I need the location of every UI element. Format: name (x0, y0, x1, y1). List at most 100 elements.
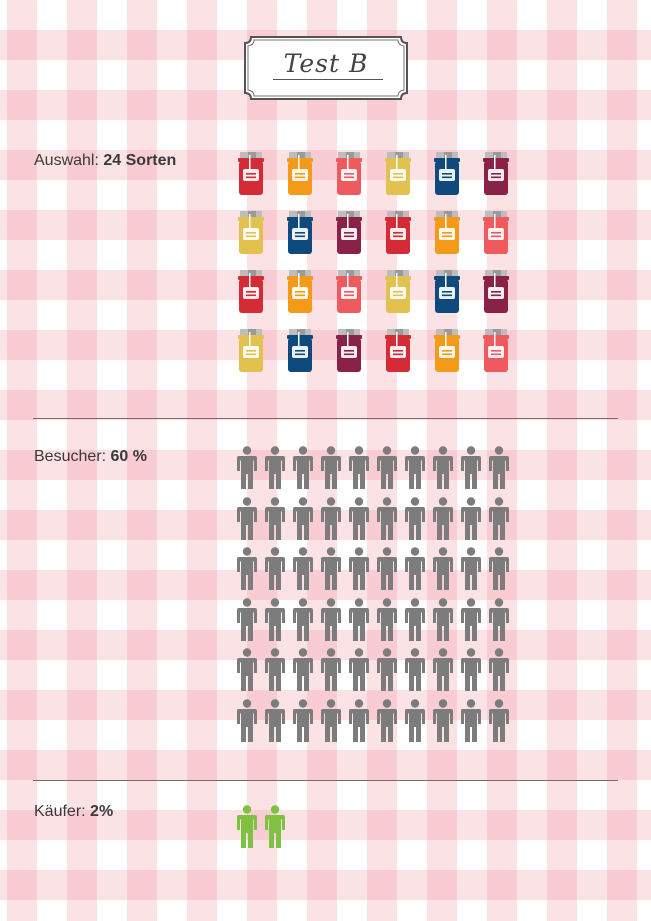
buyers-label-value: 2% (90, 803, 114, 820)
person-icon (488, 648, 510, 697)
person-icon (236, 496, 258, 546)
person-icon (348, 597, 370, 647)
person-icon (488, 698, 510, 748)
person-icon (348, 648, 370, 697)
person-icon (460, 496, 482, 546)
jam-jar-icon (382, 270, 414, 321)
jam-jar-icon (480, 211, 512, 262)
person-icon (432, 446, 454, 495)
jam-jar-icon (431, 152, 463, 203)
person-icon (348, 698, 370, 748)
person-icon (236, 597, 258, 647)
person-icon (320, 597, 342, 647)
person-icon (376, 648, 398, 697)
person-icon (460, 597, 482, 647)
person-icon (264, 597, 286, 647)
person-icon (488, 496, 510, 546)
person-icon (320, 496, 342, 546)
person-icon (432, 547, 454, 596)
person-icon (292, 597, 314, 647)
jam-jar-icon (284, 270, 316, 321)
person-icon (376, 698, 398, 748)
person-icon (320, 648, 342, 697)
divider-1 (33, 418, 618, 419)
person-icon (264, 547, 286, 596)
person-icon (432, 597, 454, 647)
person-icon (236, 547, 258, 596)
person-icon (404, 698, 426, 748)
title-underline (273, 79, 383, 80)
selection-label-prefix: Auswahl: (34, 152, 99, 169)
selection-label: Auswahl: 24 Sorten (34, 152, 176, 170)
visitors-label: Besucher: 60 % (34, 448, 147, 466)
person-icon (292, 648, 314, 697)
person-icon (432, 496, 454, 546)
person-icon (376, 496, 398, 546)
person-icon (264, 446, 286, 495)
page-title: Test B (283, 49, 369, 78)
person-icon (292, 496, 314, 546)
person-icon (292, 446, 314, 495)
jam-jar-icon (431, 270, 463, 321)
jam-jar-icon (480, 152, 512, 203)
person-icon (292, 698, 314, 748)
visitors-label-prefix: Besucher: (34, 448, 107, 465)
jam-jar-icon (284, 152, 316, 203)
person-icon (292, 547, 314, 596)
person-icon (376, 547, 398, 596)
person-icon (432, 648, 454, 697)
person-icon (488, 547, 510, 596)
buyers-label: Käufer: 2% (34, 803, 113, 821)
person-icon (404, 446, 426, 495)
jam-jar-icon (431, 329, 463, 380)
person-icon (404, 648, 426, 697)
person-icon (376, 446, 398, 495)
person-icon (488, 446, 510, 495)
person-icon (320, 547, 342, 596)
person-icon (376, 597, 398, 647)
divider-2 (33, 780, 618, 781)
title-frame (244, 36, 408, 100)
person-icon (320, 446, 342, 495)
selection-label-value: 24 Sorten (103, 152, 177, 169)
jam-jar-icon (333, 152, 365, 203)
person-icon (348, 547, 370, 596)
person-icon (460, 648, 482, 697)
person-icon (264, 805, 286, 854)
jam-jar-icon (480, 329, 512, 380)
person-icon (404, 547, 426, 596)
person-icon (460, 446, 482, 495)
person-icon (236, 805, 258, 854)
jam-jar-icon (333, 270, 365, 321)
jam-jar-icon (382, 152, 414, 203)
person-icon (404, 496, 426, 546)
title-plate: Test B (243, 35, 409, 101)
person-icon (236, 446, 258, 495)
buyers-label-prefix: Käufer: (34, 803, 86, 820)
person-icon (348, 446, 370, 495)
jam-jar-icon (431, 211, 463, 262)
jam-jar-icon (284, 329, 316, 380)
person-icon (488, 597, 510, 647)
jam-jar-icon (480, 270, 512, 321)
jam-jar-icon (235, 152, 267, 203)
person-icon (264, 496, 286, 546)
person-icon (404, 597, 426, 647)
person-icon (460, 698, 482, 748)
jam-jar-icon (235, 329, 267, 380)
jam-jar-icon (235, 211, 267, 262)
person-icon (264, 698, 286, 748)
person-icon (348, 496, 370, 546)
person-icon (320, 698, 342, 748)
jam-jar-icon (382, 329, 414, 380)
person-icon (460, 547, 482, 596)
jam-jar-icon (284, 211, 316, 262)
visitors-label-value: 60 % (110, 448, 147, 465)
person-icon (432, 698, 454, 748)
person-icon (264, 648, 286, 697)
person-icon (236, 648, 258, 697)
person-icon (236, 698, 258, 748)
jam-jar-icon (333, 211, 365, 262)
jam-jar-icon (235, 270, 267, 321)
jam-jar-icon (382, 211, 414, 262)
